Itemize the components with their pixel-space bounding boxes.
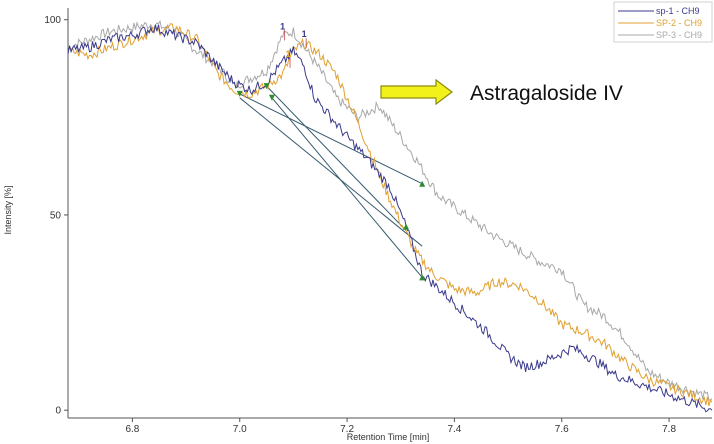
series-line-0 [67,24,713,413]
peak-markers [236,83,426,281]
peak-end-marker [419,180,426,187]
peak-label: 1 [302,29,307,39]
x-tick-label: 7.8 [662,424,676,435]
peak-label: 1 [286,49,291,59]
x-tick-label: 6.8 [125,424,139,435]
integration-baseline [239,93,423,185]
peak-label: 1 [280,21,285,31]
x-tick-label: 7.2 [340,424,354,435]
peak-end-marker [403,223,410,230]
y-axis-title: Intensity [%] [3,185,13,234]
annotation-label: Astragaloside IV [470,82,623,105]
peak-labels: 1 1 1 [280,21,307,68]
peak-start-marker [236,90,243,97]
series-lines [67,19,713,413]
legend-entry-sp2: SP-2 - CH9 [656,18,702,28]
integration-baseline [266,85,407,231]
y-tick-label: 50 [50,210,62,221]
x-tick-label: 7.0 [233,424,247,435]
y-tick-label: 0 [55,406,61,417]
peak-end-marker [419,274,426,281]
integration-baseline [239,97,423,247]
legend-entry-sp3: SP-3 - CH9 [656,30,702,40]
series-line-2 [67,19,713,401]
annotation: Astragaloside IV [380,78,623,106]
x-tick-label: 7.4 [447,424,461,435]
integration-baseline [271,97,423,278]
x-tick-label: 7.6 [555,424,569,435]
legend: sp-1 - CH9 SP-2 - CH9 SP-3 - CH9 [613,1,713,43]
peak-start-marker [263,83,270,90]
arrow-right-icon [380,78,453,106]
peak-start-marker [268,94,275,101]
y-tick-label: 100 [44,15,61,26]
legend-box [613,1,713,43]
axes-frame [67,8,712,419]
integration-baselines [239,85,423,278]
series-line-1 [67,23,713,407]
x-axis-title: Retention Time [min] [347,432,430,442]
legend-entry-sp1: sp-1 - CH9 [656,6,700,16]
axis-ticks: 6.8 7.0 7.2 7.4 7.6 7.8 0 50 100 [44,15,676,435]
